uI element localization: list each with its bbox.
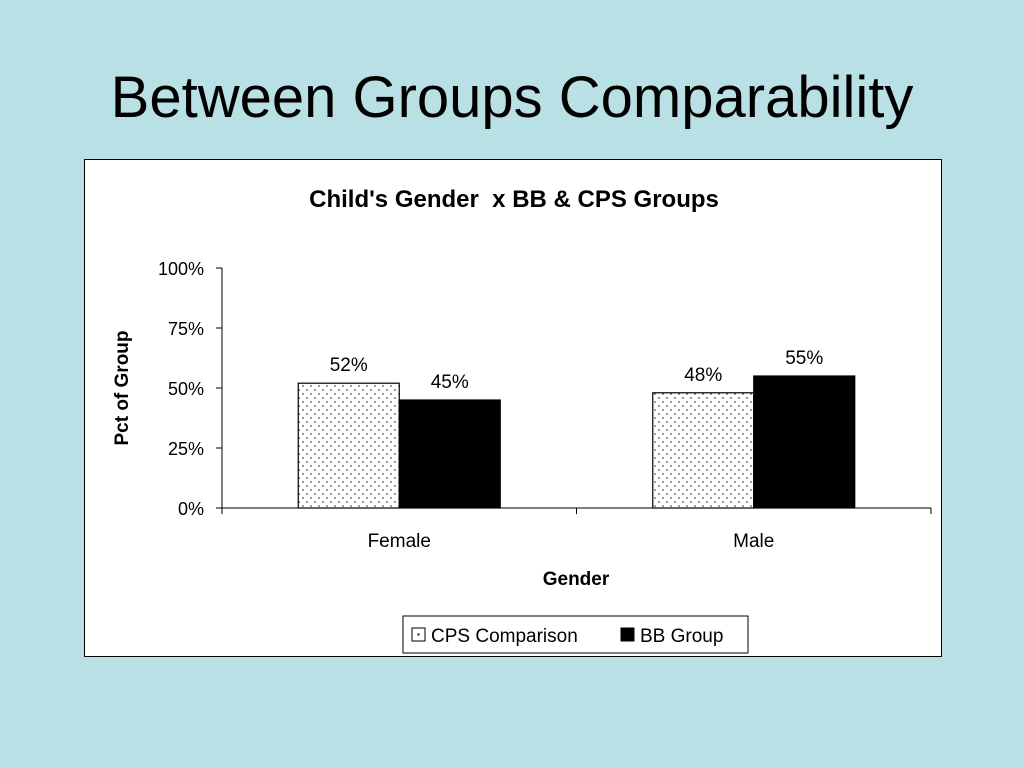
y-tick-label: 50% [168,379,204,399]
y-tick-label: 0% [178,499,204,519]
chart-legend: CPS Comparison BB Group [402,615,749,654]
y-tick-label: 100% [158,259,204,279]
legend-swatch-solid [620,627,635,642]
legend-swatch-dot [417,633,420,636]
x-tick-label-male: Male [733,531,774,552]
data-label: 45% [431,372,469,393]
slide-title: Between Groups Comparability [110,65,914,130]
bar-solid-male [753,375,856,509]
data-label: 48% [684,365,722,386]
bar-solid-female [398,399,501,509]
data-label: 52% [330,355,368,376]
chart-frame: Child's Gender x BB & CPS Groups Pct of … [84,159,942,657]
legend-label: BB Group [640,626,723,647]
x-axis-label: Gender [543,569,610,590]
chart-title: Child's Gender x BB & CPS Groups [309,186,719,213]
bar-dotted-male [652,392,755,509]
bar-chart: Child's Gender x BB & CPS Groups Pct of … [112,186,932,654]
y-tick-label: 75% [168,319,204,339]
legend-label: CPS Comparison [431,626,578,647]
x-tick-label-female: Female [368,531,431,552]
legend-box [402,615,749,654]
data-label: 55% [785,348,823,369]
bar-dotted-female [297,382,400,509]
y-axis-label: Pct of Group [112,330,133,445]
y-tick-label: 25% [168,439,204,459]
